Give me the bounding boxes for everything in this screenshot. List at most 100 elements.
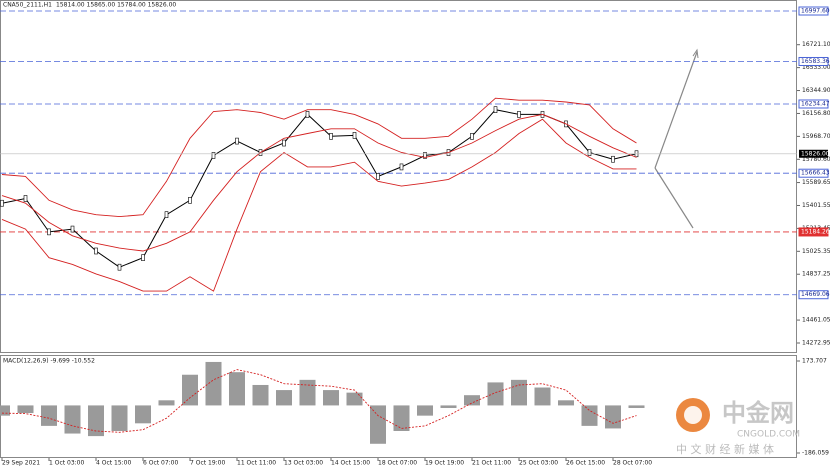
macd-bar (182, 374, 198, 406)
x-tick-label: 1 Oct 03:00 (49, 460, 84, 467)
signal-line (1, 369, 637, 433)
price-label: 15826.00 (801, 150, 830, 157)
macd-bar (299, 379, 316, 406)
series-line (1, 97, 637, 218)
y-tick-label: 15401.55 (802, 202, 830, 209)
y-tick-label: 15780.60 (802, 156, 830, 163)
candle (329, 133, 333, 140)
macd-bar (393, 405, 410, 431)
macd-bar (628, 405, 645, 408)
macd-bar (511, 379, 527, 406)
level-label: 15184.26 (801, 228, 830, 235)
macd-bar (464, 395, 480, 406)
level-label: 15666.43 (801, 170, 830, 177)
y-tick-label: 15025.35 (802, 248, 830, 255)
y-tick-label: 15589.65 (802, 179, 830, 186)
macd-bar (346, 392, 363, 406)
macd-bar (135, 405, 151, 424)
macd-bar (229, 372, 245, 406)
level-label: 16234.47 (801, 100, 830, 107)
x-tick-label: 19 Oct 19:00 (425, 460, 464, 467)
candle (23, 195, 28, 202)
candle (211, 152, 216, 159)
ohlc: 15814.00 15865.00 15784.00 15826.00 (56, 2, 176, 9)
level-label: 16997.60 (801, 8, 830, 15)
candle (376, 173, 380, 180)
y-tick-label: 173.707 (802, 358, 827, 365)
level-box (798, 227, 829, 237)
candle (282, 139, 286, 147)
candle (611, 155, 615, 163)
y-tick-label: -186.059 (802, 450, 829, 457)
candle (47, 228, 51, 236)
x-tick-label: 13 Oct 03:00 (284, 460, 323, 467)
level-box (798, 6, 829, 16)
level-box (798, 56, 829, 66)
macd-title: MACD(12,26,9) -9.699 -10.552 (3, 358, 95, 365)
candle (235, 137, 239, 145)
x-tick-label: 26 Oct 15:00 (566, 460, 605, 467)
y-tick-label: 14461.05 (802, 317, 830, 324)
candle (517, 111, 521, 118)
candle (587, 149, 592, 156)
x-tick-label: 4 Oct 15:00 (96, 460, 131, 467)
y-tick-label: 16156.80 (802, 110, 830, 117)
candle (141, 254, 145, 261)
macd-bar (88, 405, 104, 437)
x-tick-label: 14 Oct 15:00 (331, 460, 370, 467)
x-tick-label: 29 Sep 2021 (2, 460, 40, 467)
candle (470, 133, 474, 140)
candle (70, 225, 75, 233)
macd-bar (41, 405, 57, 426)
watermark-slogan: 中 文 财 经 新 媒 体 (676, 442, 774, 456)
macd-bar (111, 405, 128, 431)
macd-bar (440, 405, 457, 408)
chart-title: CNA50_2111,H1 (3, 2, 52, 9)
candle (117, 263, 122, 271)
macd-bar (205, 361, 222, 406)
series-line (1, 118, 637, 292)
arrow-down (654, 167, 694, 229)
y-tick-label: 16533.00 (802, 64, 830, 71)
candle (493, 106, 498, 113)
y-tick-label: 16721.10 (802, 41, 830, 48)
watermark-url: CNGOLD.COM (737, 430, 800, 440)
candle (94, 247, 98, 255)
y-tick-label: 14272.95 (802, 339, 830, 346)
x-tick-label: 21 Oct 11:00 (472, 460, 511, 467)
level-label: 16583.36 (801, 58, 830, 65)
x-tick-label: 11 Oct 11:00 (237, 460, 276, 467)
logo-inner (684, 406, 702, 424)
x-tick-label: 28 Oct 07:00 (613, 460, 652, 467)
arrow-up (654, 51, 698, 169)
macd-bar (323, 390, 339, 406)
macd-bar (276, 390, 292, 406)
y-tick-label: 15968.70 (802, 133, 830, 140)
macd-bar (0, 405, 10, 416)
watermark-name: 中金网 (722, 399, 794, 427)
candle (188, 197, 192, 204)
level-label: 14669.06 (801, 291, 830, 298)
macd-bar (17, 405, 34, 414)
y-tick-label: 14837.25 (802, 271, 830, 278)
arrow-head (692, 48, 699, 59)
macd-bar (605, 405, 621, 429)
main-panel (0, 0, 797, 353)
x-tick-label: 25 Oct 03:00 (519, 460, 558, 467)
macd-bar (158, 400, 175, 406)
y-tick-label: 16344.90 (802, 87, 830, 94)
macd-bar (487, 382, 504, 406)
series-line (1, 109, 637, 268)
macd-bar (64, 405, 81, 434)
price-box (799, 149, 828, 158)
macd-bar (370, 405, 386, 444)
candle (423, 152, 427, 159)
series-line (1, 113, 637, 252)
level-box (798, 99, 829, 109)
macd-bar (417, 405, 433, 416)
macd-bar (252, 384, 269, 406)
x-tick-label: 7 Oct 19:00 (190, 460, 225, 467)
x-tick-label: 18 Oct 07:00 (378, 460, 417, 467)
